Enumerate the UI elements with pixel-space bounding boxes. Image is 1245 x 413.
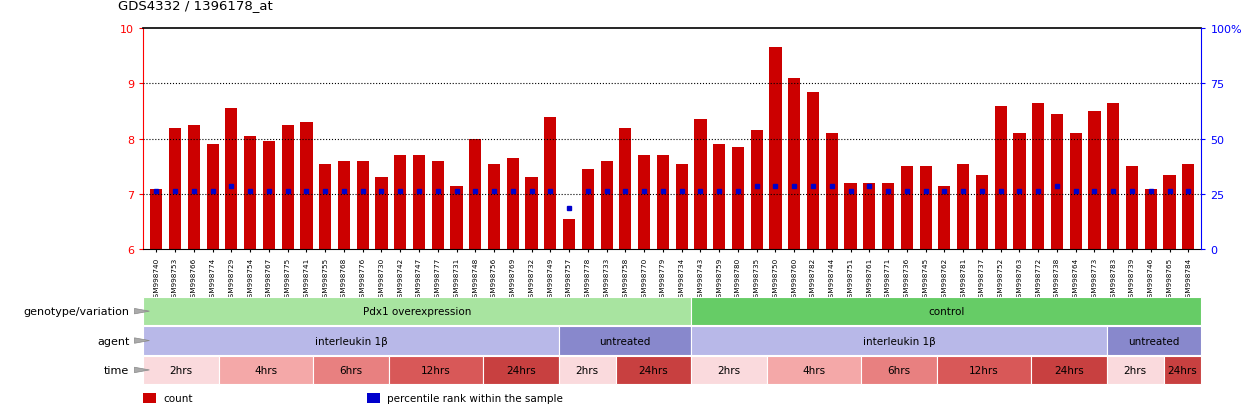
- Bar: [451, 186, 463, 250]
- Bar: [1013, 134, 1026, 250]
- Text: 6hrs: 6hrs: [888, 365, 910, 375]
- Bar: [300, 123, 312, 250]
- Bar: [732, 148, 745, 250]
- Bar: [544, 117, 557, 250]
- Text: Pdx1 overexpression: Pdx1 overexpression: [364, 306, 472, 316]
- Text: interleukin 1β: interleukin 1β: [315, 336, 387, 346]
- Bar: [507, 159, 519, 250]
- Bar: [1051, 114, 1063, 250]
- Bar: [563, 219, 575, 250]
- Bar: [413, 156, 425, 250]
- Bar: [976, 175, 989, 250]
- Bar: [844, 183, 857, 250]
- Text: genotype/variation: genotype/variation: [24, 306, 129, 316]
- Bar: [525, 178, 538, 250]
- Text: 24hrs: 24hrs: [1055, 365, 1084, 375]
- Text: 2hrs: 2hrs: [717, 365, 741, 375]
- Bar: [395, 156, 406, 250]
- Bar: [807, 93, 819, 250]
- Text: 12hrs: 12hrs: [421, 365, 451, 375]
- Bar: [207, 145, 219, 250]
- Bar: [469, 140, 482, 250]
- Bar: [281, 126, 294, 250]
- Bar: [244, 137, 256, 250]
- Bar: [619, 128, 631, 250]
- Bar: [1069, 134, 1082, 250]
- Text: 24hrs: 24hrs: [507, 365, 537, 375]
- Bar: [920, 167, 931, 250]
- Text: interleukin 1β: interleukin 1β: [863, 336, 935, 346]
- Bar: [1032, 104, 1045, 250]
- Bar: [695, 120, 707, 250]
- Bar: [1125, 167, 1138, 250]
- Bar: [939, 186, 950, 250]
- Bar: [319, 164, 331, 250]
- Bar: [881, 183, 894, 250]
- Text: 12hrs: 12hrs: [969, 365, 998, 375]
- Text: untreated: untreated: [599, 336, 651, 346]
- Bar: [263, 142, 275, 250]
- Bar: [863, 183, 875, 250]
- Text: 6hrs: 6hrs: [340, 365, 362, 375]
- Bar: [1163, 175, 1175, 250]
- Text: 24hrs: 24hrs: [1168, 365, 1198, 375]
- Bar: [1107, 104, 1119, 250]
- Text: untreated: untreated: [1128, 336, 1180, 346]
- Bar: [676, 164, 687, 250]
- Bar: [356, 161, 369, 250]
- Text: agent: agent: [97, 336, 129, 346]
- Bar: [1088, 112, 1101, 250]
- Bar: [581, 170, 594, 250]
- Bar: [600, 161, 613, 250]
- Text: GDS4332 / 1396178_at: GDS4332 / 1396178_at: [118, 0, 273, 12]
- Bar: [957, 164, 969, 250]
- Bar: [488, 164, 500, 250]
- Bar: [1183, 164, 1194, 250]
- Text: 24hrs: 24hrs: [639, 365, 669, 375]
- Bar: [995, 106, 1007, 250]
- Bar: [825, 134, 838, 250]
- Bar: [1144, 189, 1157, 250]
- Bar: [657, 156, 669, 250]
- Text: control: control: [928, 306, 965, 316]
- Bar: [788, 78, 801, 250]
- Bar: [637, 156, 650, 250]
- Text: 4hrs: 4hrs: [254, 365, 278, 375]
- Bar: [713, 145, 726, 250]
- Bar: [432, 161, 444, 250]
- Bar: [751, 131, 763, 250]
- Bar: [225, 109, 238, 250]
- Bar: [337, 161, 350, 250]
- Bar: [376, 178, 387, 250]
- Text: 2hrs: 2hrs: [575, 365, 599, 375]
- Bar: [169, 128, 182, 250]
- Text: time: time: [105, 365, 129, 375]
- Bar: [900, 167, 913, 250]
- Bar: [151, 189, 162, 250]
- Text: count: count: [163, 393, 193, 403]
- Bar: [769, 48, 782, 250]
- Text: 4hrs: 4hrs: [803, 365, 825, 375]
- Text: 2hrs: 2hrs: [1124, 365, 1147, 375]
- Bar: [188, 126, 200, 250]
- Text: 2hrs: 2hrs: [169, 365, 193, 375]
- Text: percentile rank within the sample: percentile rank within the sample: [387, 393, 563, 403]
